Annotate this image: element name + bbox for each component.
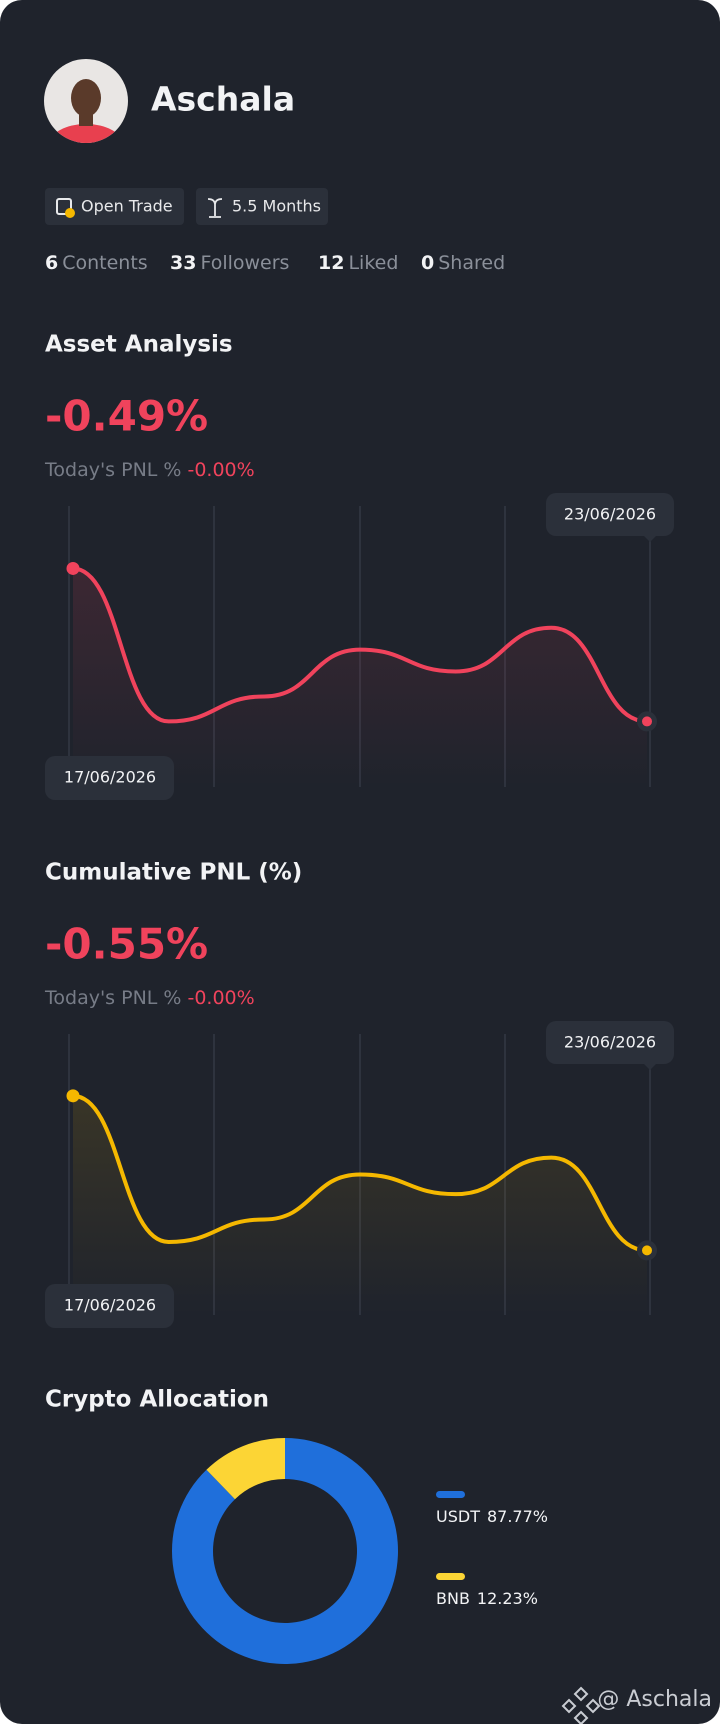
section-title: Crypto Allocation bbox=[45, 1387, 269, 1413]
legend-entry: BNB 12.23% bbox=[436, 1589, 538, 1608]
start-point bbox=[66, 561, 80, 575]
date-tooltip bbox=[45, 756, 174, 800]
badge bbox=[196, 188, 328, 225]
start-date: 17/06/2026 bbox=[64, 1296, 156, 1315]
stat-label: Liked bbox=[348, 252, 398, 274]
section-value: -0.55% bbox=[45, 920, 208, 969]
stat: 6 Contents bbox=[45, 252, 148, 274]
pnl-value: -0.00% bbox=[187, 459, 254, 481]
section-value: -0.49% bbox=[45, 392, 208, 441]
watermark-logo bbox=[561, 1686, 601, 1724]
watermark: @ Aschala bbox=[597, 1687, 712, 1712]
stat: 0 Shared bbox=[421, 252, 505, 274]
line bbox=[71, 1093, 649, 1253]
end-date: 23/06/2026 bbox=[564, 1033, 656, 1052]
stat-value: 0 bbox=[421, 252, 434, 274]
pnl-value: -0.00% bbox=[187, 987, 254, 1009]
badge bbox=[45, 188, 184, 225]
badge-icon bbox=[65, 208, 75, 218]
section-title: Asset Analysis bbox=[45, 332, 233, 358]
date-tooltip bbox=[546, 493, 674, 536]
stat-value: 33 bbox=[170, 252, 196, 274]
date-tooltip bbox=[546, 1021, 674, 1064]
badge-icon bbox=[56, 198, 72, 215]
start-date: 17/06/2026 bbox=[64, 768, 156, 787]
tooltip-pointer bbox=[644, 536, 656, 542]
stat-label: Contents bbox=[62, 252, 147, 274]
pnl-line: Today's PNL % -0.00% bbox=[44, 459, 255, 481]
stat: 12 Liked bbox=[318, 252, 398, 274]
profile-name: Aschala bbox=[151, 80, 295, 119]
legend-swatch bbox=[436, 1491, 465, 1498]
badge-label: Open Trade bbox=[81, 197, 173, 216]
date-tooltip bbox=[45, 1284, 174, 1328]
line bbox=[71, 566, 649, 724]
legend-value: 87.77% bbox=[487, 1507, 548, 1526]
pnl-label: Today's PNL % bbox=[44, 987, 181, 1009]
avatar bbox=[44, 59, 128, 143]
end-point bbox=[637, 711, 657, 732]
section-title: Cumulative PNL (%) bbox=[45, 860, 302, 886]
donut-slice bbox=[171, 1438, 398, 1664]
stat: 33 Followers bbox=[170, 252, 289, 274]
tooltip-pointer bbox=[644, 1064, 656, 1070]
badge-icon bbox=[207, 198, 223, 218]
donut-slice bbox=[206, 1438, 285, 1500]
pnl-label: Today's PNL % bbox=[44, 459, 181, 481]
legend-swatch bbox=[436, 1573, 465, 1580]
area-fill bbox=[73, 1095, 647, 1315]
stat-value: 12 bbox=[318, 252, 344, 274]
area-fill bbox=[73, 568, 647, 787]
legend-name: BNB bbox=[436, 1589, 470, 1608]
stat-label: Shared bbox=[438, 252, 505, 274]
pnl-line: Today's PNL % -0.00% bbox=[44, 987, 255, 1009]
legend-value: 12.23% bbox=[477, 1589, 538, 1608]
end-point bbox=[637, 1240, 657, 1261]
end-date: 23/06/2026 bbox=[564, 505, 656, 524]
legend-entry: USDT 87.77% bbox=[436, 1507, 548, 1526]
stat-value: 6 bbox=[45, 252, 58, 274]
stat-label: Followers bbox=[200, 252, 289, 274]
badge-label: 5.5 Months bbox=[232, 197, 321, 216]
start-point bbox=[66, 1089, 80, 1103]
legend-name: USDT bbox=[436, 1507, 480, 1526]
